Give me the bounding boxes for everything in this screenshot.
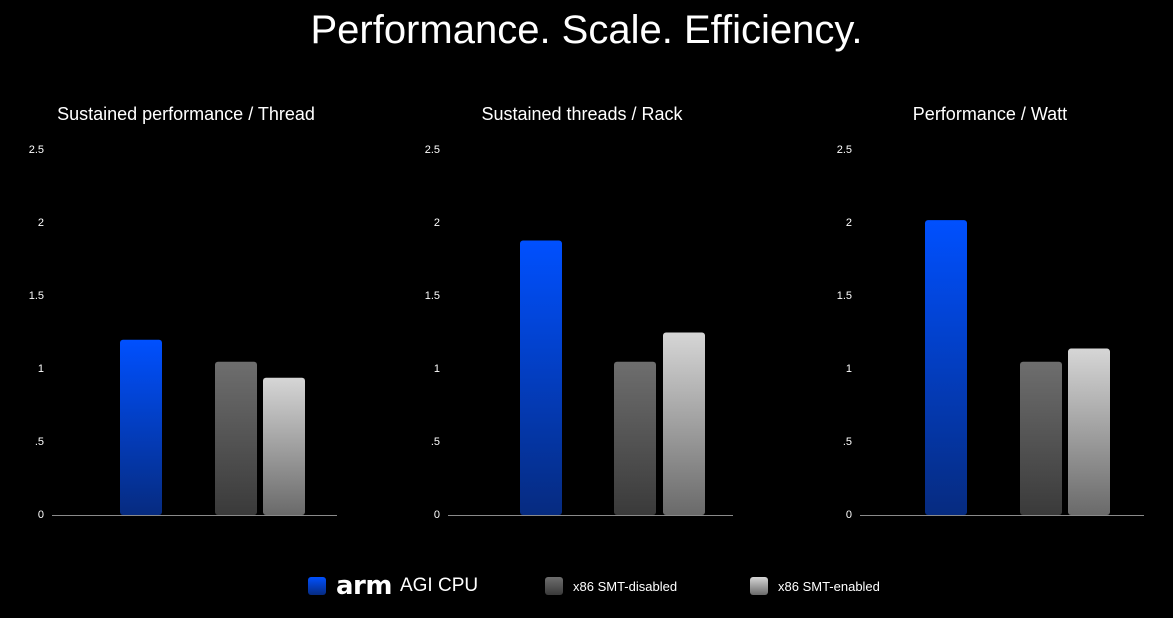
chart-title: Performance / Watt bbox=[913, 104, 1067, 124]
y-tick-label: 2.5 bbox=[425, 144, 440, 156]
bar-smt-disabled bbox=[215, 361, 257, 515]
y-tick-label: 2 bbox=[434, 217, 440, 229]
arm-logo: arm bbox=[336, 571, 392, 601]
y-tick-label: .5 bbox=[35, 436, 44, 448]
y-tick-label: 1.5 bbox=[29, 290, 44, 302]
y-tick-label: .5 bbox=[431, 436, 440, 448]
bar-smt-enabled bbox=[1068, 348, 1110, 515]
page-title: Performance. Scale. Efficiency. bbox=[310, 8, 863, 52]
y-tick-label: 1 bbox=[846, 363, 852, 375]
y-tick-label: .5 bbox=[843, 436, 852, 448]
legend-label-smt-enabled: x86 SMT-enabled bbox=[778, 578, 880, 594]
legend: arm AGI CPU x86 SMT-disabled x86 SMT-ena… bbox=[0, 568, 1173, 608]
y-tick-label: 2.5 bbox=[837, 144, 852, 156]
chart-panel-3: Performance / Watt 0 .5 1 1.5 2 2.5 bbox=[837, 104, 1144, 521]
bar-smt-disabled bbox=[614, 361, 656, 515]
charts-canvas: Sustained performance / Thread0.511.522.… bbox=[29, 104, 1144, 521]
legend-swatch-arm bbox=[308, 577, 326, 595]
legend-item-smt-disabled: x86 SMT-disabled bbox=[545, 568, 677, 604]
y-tick-label: 1 bbox=[38, 363, 44, 375]
chart-panel-1: Sustained performance / Thread 0 .5 1 1.5 2 2.… bbox=[29, 104, 337, 521]
bar-smt-enabled bbox=[263, 377, 305, 515]
bar-smt-enabled bbox=[663, 332, 705, 515]
y-tick-label: 2 bbox=[846, 217, 852, 229]
bar-arm bbox=[925, 220, 967, 515]
y-tick-label: 2 bbox=[38, 217, 44, 229]
y-tick-label: 0 bbox=[434, 509, 440, 521]
legend-item-arm: arm AGI CPU bbox=[308, 568, 478, 604]
legend-item-smt-enabled: x86 SMT-enabled bbox=[750, 568, 880, 604]
y-tick-label: 2.5 bbox=[29, 144, 44, 156]
y-tick-label: 1 bbox=[434, 363, 440, 375]
legend-swatch-smt-enabled bbox=[750, 577, 768, 595]
legend-swatch-smt-disabled bbox=[545, 577, 563, 595]
chart-title: Sustained performance / Thread bbox=[57, 104, 315, 124]
bar-smt-disabled bbox=[1020, 361, 1062, 515]
y-tick-label: 0 bbox=[38, 509, 44, 521]
legend-label-smt-disabled: x86 SMT-disabled bbox=[573, 578, 678, 594]
y-tick-label: 0 bbox=[846, 509, 852, 521]
y-tick-label: 1.5 bbox=[425, 290, 440, 302]
chart-panel-2: Sustained threads / Rack 0 .5 1 1.5 2 2.5 bbox=[425, 104, 733, 521]
bar-arm bbox=[120, 339, 162, 515]
bar-arm bbox=[520, 240, 562, 515]
legend-label-arm: AGI CPU bbox=[399, 575, 479, 596]
y-tick-label: 1.5 bbox=[837, 290, 852, 302]
chart-title: Sustained threads / Rack bbox=[481, 104, 683, 124]
